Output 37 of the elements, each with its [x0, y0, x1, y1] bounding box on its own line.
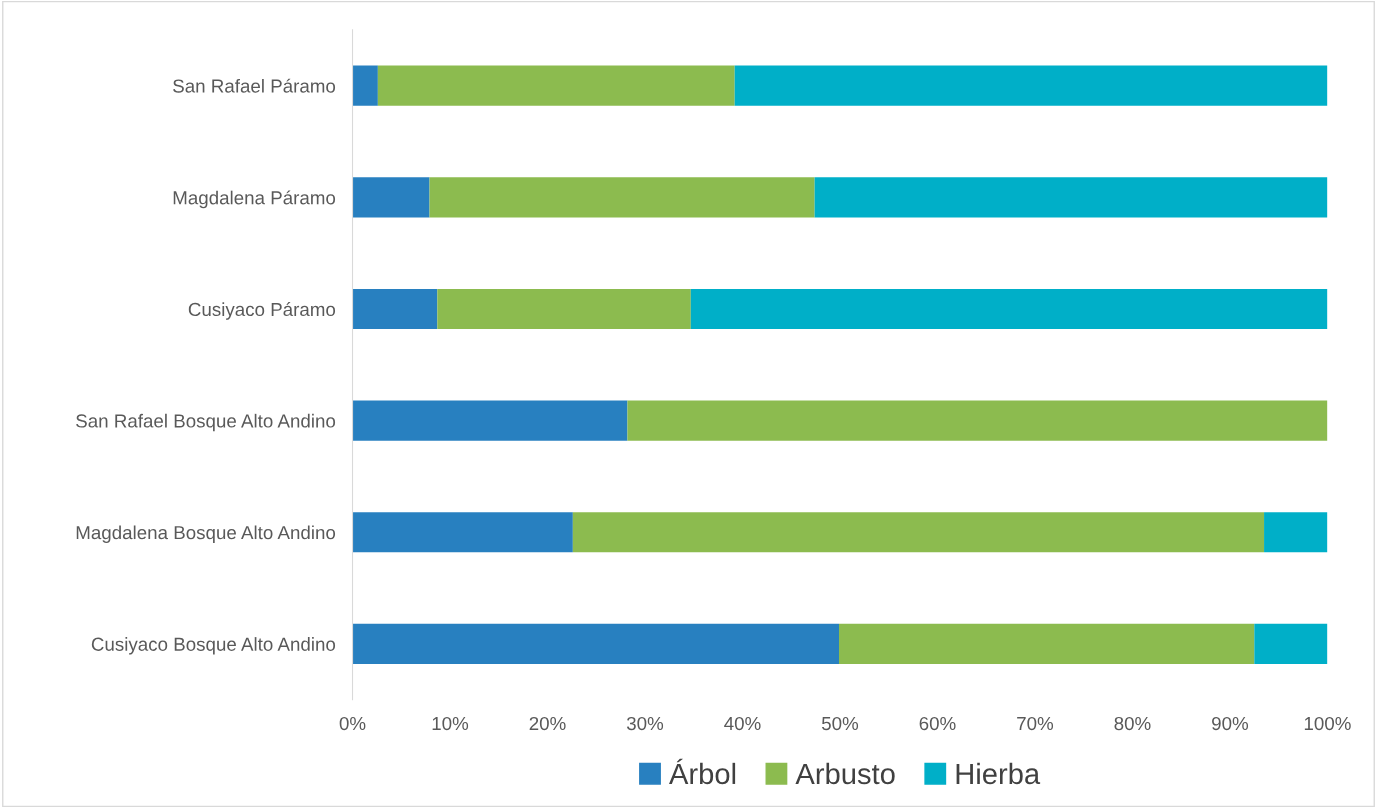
- y-tick-label: San Rafael Páramo: [173, 78, 336, 93]
- legend-label: Árbol: [669, 758, 736, 785]
- legend-label: Arbusto: [795, 762, 895, 785]
- bar: [352, 65, 378, 106]
- bar: [1254, 623, 1328, 664]
- y-tick-label: Magdalena Páramo: [173, 190, 336, 209]
- bar: [377, 65, 735, 106]
- bar: [1264, 512, 1328, 553]
- bar: [429, 177, 815, 218]
- y-tick-label: San Rafael Bosque Alto Andino: [76, 413, 336, 432]
- x-tick-label: 90%: [1212, 716, 1249, 731]
- x-tick-label: 30%: [626, 716, 664, 731]
- bar: [690, 288, 1328, 330]
- x-tick-label: 100%: [1304, 716, 1351, 731]
- bar: [627, 400, 1328, 441]
- bar: [352, 177, 430, 218]
- bar: [734, 65, 1328, 106]
- x-tick-label: 50%: [821, 716, 859, 731]
- legend-label: Hierba: [956, 762, 1041, 785]
- x-tick-label: 0%: [339, 716, 366, 731]
- bar: [814, 177, 1328, 218]
- x-tick-label: 80%: [1114, 716, 1151, 731]
- y-tick-label: Cusiyaco Bosque Alto Andino: [91, 637, 336, 655]
- y-tick-label: Magdalena Bosque Alto Andino: [76, 525, 336, 543]
- bar: [572, 512, 1265, 553]
- x-tick-label: 20%: [529, 716, 566, 731]
- x-tick-label: 10%: [432, 716, 469, 731]
- bar: [352, 400, 628, 441]
- x-tick-label: 70%: [1017, 716, 1054, 731]
- bar: [437, 288, 691, 330]
- bar: [839, 623, 1255, 664]
- bar: [352, 288, 438, 330]
- x-tick-label: 60%: [919, 716, 956, 731]
- y-tick-label: Cusiyaco Páramo: [188, 302, 336, 320]
- x-tick-label: 40%: [724, 716, 761, 731]
- bar: [352, 512, 573, 553]
- bar: [352, 623, 839, 664]
